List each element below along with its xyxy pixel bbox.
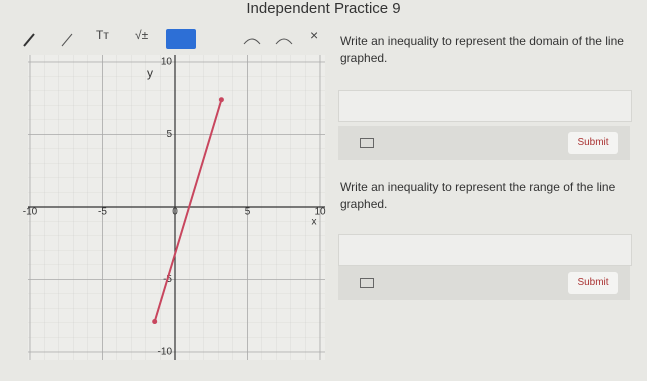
line-tool[interactable]: [58, 30, 78, 50]
y-axis-label: y: [147, 66, 153, 80]
answer-input[interactable]: [338, 234, 632, 266]
answer-bar: Submit: [338, 266, 630, 300]
keyboard-icon[interactable]: [360, 278, 374, 288]
question-text: Write an inequality to represent the ran…: [340, 180, 616, 211]
math-tool[interactable]: √±: [135, 28, 149, 42]
x-axis-label: x: [312, 217, 317, 228]
x-tick-label: 10: [314, 207, 326, 218]
answer-input[interactable]: [338, 90, 632, 122]
pen-tool[interactable]: [20, 30, 40, 50]
page-title: Independent Practice 9: [246, 0, 401, 17]
y-tick-label: 5: [166, 129, 172, 140]
endpoint: [152, 319, 158, 325]
submit-button[interactable]: Submit: [568, 132, 618, 154]
endpoint: [218, 97, 224, 103]
undo-redo[interactable]: [240, 32, 300, 46]
close-tool[interactable]: ×: [310, 27, 319, 43]
text-tool[interactable]: Tт: [96, 28, 109, 42]
question-text: Write an inequality to represent the dom…: [340, 34, 624, 65]
x-tick-label: -5: [98, 207, 107, 218]
x-tick-label: 5: [245, 207, 251, 218]
submit-button[interactable]: Submit: [568, 272, 618, 294]
answer-bar: Submit: [338, 126, 630, 160]
x-tick-label: -10: [23, 207, 38, 218]
keyboard-icon[interactable]: [360, 138, 374, 148]
highlight-tool[interactable]: [166, 29, 196, 49]
y-tick-label: -10: [158, 347, 173, 358]
y-tick-label: 10: [161, 57, 173, 68]
data-line: [153, 99, 223, 322]
